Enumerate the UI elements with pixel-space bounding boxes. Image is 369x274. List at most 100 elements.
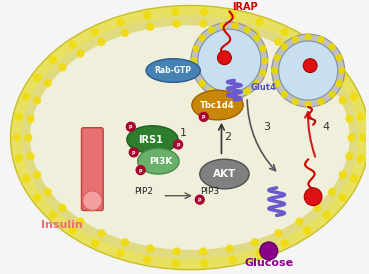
Ellipse shape	[11, 5, 369, 270]
Ellipse shape	[200, 159, 249, 189]
Circle shape	[200, 20, 207, 27]
Circle shape	[329, 80, 335, 87]
Circle shape	[27, 115, 34, 122]
Circle shape	[336, 55, 342, 61]
Circle shape	[49, 212, 56, 219]
Circle shape	[27, 153, 34, 160]
Circle shape	[34, 74, 41, 81]
Circle shape	[34, 171, 41, 178]
Circle shape	[318, 37, 324, 42]
Circle shape	[232, 93, 238, 99]
Circle shape	[34, 97, 41, 104]
Circle shape	[129, 148, 138, 157]
Circle shape	[77, 50, 84, 57]
Text: p: p	[198, 197, 201, 202]
Circle shape	[348, 134, 355, 141]
Text: PIP3: PIP3	[200, 187, 219, 196]
Circle shape	[254, 81, 259, 87]
Ellipse shape	[21, 16, 358, 259]
Text: 3: 3	[263, 122, 270, 132]
Circle shape	[339, 74, 346, 81]
Circle shape	[92, 28, 99, 35]
Circle shape	[49, 57, 56, 64]
Text: p: p	[139, 168, 142, 173]
Circle shape	[23, 175, 29, 182]
Circle shape	[303, 59, 317, 73]
Circle shape	[83, 191, 102, 210]
Circle shape	[260, 70, 266, 76]
Circle shape	[15, 113, 22, 120]
Circle shape	[15, 155, 22, 162]
Circle shape	[351, 93, 358, 100]
Circle shape	[275, 230, 282, 237]
Circle shape	[229, 256, 236, 263]
Circle shape	[23, 93, 29, 100]
Circle shape	[208, 89, 214, 94]
Circle shape	[323, 57, 330, 64]
Circle shape	[282, 91, 287, 97]
Circle shape	[360, 134, 367, 141]
Circle shape	[217, 51, 231, 65]
Circle shape	[346, 153, 353, 160]
Circle shape	[282, 44, 287, 50]
Text: Glucose: Glucose	[244, 258, 293, 268]
Circle shape	[272, 68, 277, 73]
Circle shape	[144, 12, 151, 19]
Circle shape	[339, 68, 345, 73]
Circle shape	[256, 250, 263, 256]
Circle shape	[262, 58, 268, 64]
Circle shape	[77, 218, 84, 225]
Circle shape	[191, 22, 268, 99]
Circle shape	[314, 64, 321, 71]
Circle shape	[260, 242, 277, 260]
Circle shape	[279, 41, 338, 100]
Circle shape	[173, 20, 180, 27]
Circle shape	[193, 45, 199, 52]
Circle shape	[44, 189, 51, 195]
Circle shape	[199, 112, 208, 121]
Ellipse shape	[127, 126, 178, 153]
Circle shape	[229, 12, 236, 19]
Circle shape	[199, 81, 205, 87]
Circle shape	[292, 99, 298, 104]
Circle shape	[244, 89, 250, 94]
Circle shape	[126, 122, 135, 131]
Circle shape	[329, 91, 335, 97]
Circle shape	[339, 171, 346, 178]
Circle shape	[232, 23, 238, 29]
Circle shape	[92, 240, 99, 247]
Ellipse shape	[146, 59, 200, 82]
Text: Glut4: Glut4	[251, 83, 277, 92]
Circle shape	[304, 188, 322, 206]
Ellipse shape	[192, 90, 243, 120]
Circle shape	[329, 44, 335, 50]
Circle shape	[200, 248, 207, 255]
Circle shape	[292, 37, 298, 42]
Text: AKT: AKT	[213, 169, 236, 179]
Circle shape	[226, 23, 233, 30]
Circle shape	[195, 195, 204, 204]
Circle shape	[244, 27, 250, 33]
Circle shape	[201, 8, 208, 15]
Circle shape	[69, 41, 76, 48]
Circle shape	[69, 227, 76, 234]
Text: PI3K: PI3K	[149, 157, 172, 166]
Circle shape	[272, 34, 345, 107]
Circle shape	[281, 240, 288, 247]
Circle shape	[305, 34, 311, 40]
Circle shape	[254, 35, 259, 41]
Circle shape	[117, 250, 124, 256]
Circle shape	[314, 204, 321, 211]
Circle shape	[260, 45, 266, 52]
Ellipse shape	[30, 25, 349, 250]
Text: p: p	[176, 142, 180, 147]
Ellipse shape	[138, 149, 179, 174]
Circle shape	[44, 80, 51, 87]
Circle shape	[329, 189, 335, 195]
Text: Rab-GTP: Rab-GTP	[155, 66, 192, 75]
Circle shape	[117, 19, 124, 25]
Text: p: p	[202, 114, 206, 119]
Text: Insulin: Insulin	[41, 220, 83, 230]
Circle shape	[274, 80, 280, 86]
Circle shape	[346, 115, 353, 122]
